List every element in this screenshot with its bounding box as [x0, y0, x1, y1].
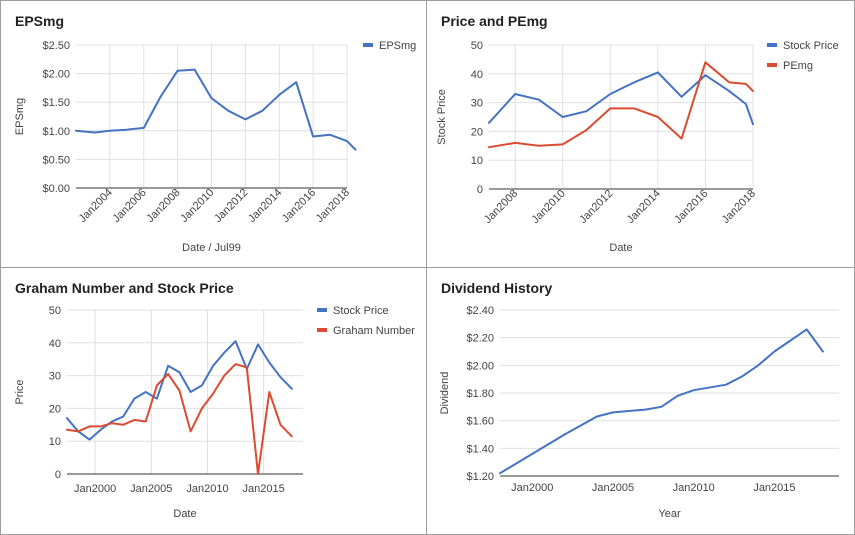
y-axis-label: Stock Price: [436, 89, 448, 145]
legend-label: EPSmg: [379, 40, 416, 52]
series-line-2: [488, 61, 754, 149]
eps-chart-panel: EPSmg $0.00 $0.50 $1.00 $1.50 $2.00 $2.50 Jan20…: [1, 1, 427, 268]
x-tick-label: Jan2018: [314, 187, 352, 225]
x-tick-label: Jan2015: [243, 483, 285, 495]
y-tick-label: $1.00: [42, 126, 70, 138]
legend-swatch: [767, 63, 777, 67]
x-tick-label: Jan2012: [212, 187, 250, 225]
y-tick-label: $2.40: [466, 305, 494, 317]
x-tick-label: Jan2015: [753, 482, 795, 494]
y-axis-label: Dividend: [439, 372, 451, 415]
x-tick-label: Jan2016: [280, 187, 318, 225]
y-tick-label: $1.40: [466, 443, 494, 455]
x-tick-label: Jan2014: [625, 188, 663, 226]
chart-title: Graham Number and Stock Price: [15, 280, 234, 296]
y-tick-label: 20: [471, 126, 483, 138]
y-tick-label: 40: [49, 338, 61, 350]
series-line-2: [66, 363, 293, 475]
series-line-1: [488, 71, 754, 126]
x-tick-label: Jan2000: [511, 482, 553, 494]
y-tick-label: $1.80: [466, 388, 494, 400]
legend-swatch: [363, 43, 373, 47]
x-tick-label: Jan2010: [673, 482, 715, 494]
x-tick-label: Jan2006: [111, 187, 149, 225]
series-line-1: [499, 328, 824, 475]
chart-title: Dividend History: [441, 280, 552, 296]
x-tick-label: Jan2012: [577, 188, 615, 226]
y-tick-label: $0.00: [42, 183, 70, 195]
y-axis-label: Price: [14, 379, 26, 404]
chart-title: EPSmg: [15, 13, 64, 29]
y-tick-label: 30: [49, 371, 61, 383]
y-tick-label: 10: [49, 436, 61, 448]
y-tick-label: $2.00: [466, 360, 494, 372]
dividend-chart-panel: Dividend History $1.20 $1.40 $1.60 $1.80 $2.0…: [427, 268, 854, 534]
y-tick-label: $2.00: [42, 69, 70, 81]
y-tick-label: $1.60: [466, 416, 494, 428]
x-tick-label: Jan2000: [74, 483, 116, 495]
y-tick-label: 20: [49, 403, 61, 415]
x-axis-label: Date / Jul99: [182, 242, 241, 254]
legend-swatch: [317, 328, 327, 332]
x-tick-label: Jan2008: [482, 188, 520, 226]
x-tick-label: Jan2005: [592, 482, 634, 494]
legend-label: Stock Price: [333, 305, 389, 317]
x-tick-label: Jan2016: [672, 188, 710, 226]
y-tick-label: 10: [471, 155, 483, 167]
legend-label: Graham Number: [333, 325, 415, 337]
y-tick-label: 0: [55, 469, 61, 481]
x-tick-label: Jan2018: [720, 188, 758, 226]
y-tick-label: 50: [49, 305, 61, 317]
x-tick-label: Jan2004: [77, 187, 115, 225]
legend-label: PEmg: [783, 60, 813, 72]
chart-title: Price and PEmg: [441, 13, 548, 29]
x-axis-label: Date: [609, 242, 632, 254]
y-tick-label: $0.50: [42, 154, 70, 166]
y-tick-label: $1.50: [42, 97, 70, 109]
y-tick-label: $1.20: [466, 471, 494, 483]
x-tick-label: Jan2005: [130, 483, 172, 495]
x-tick-label: Jan2010: [530, 188, 568, 226]
chart-svg: EPSmg $0.00 $0.50 $1.00 $1.50 $2.00 $2.50 Jan20…: [14, 13, 416, 254]
chart-svg: Dividend History $1.20 $1.40 $1.60 $1.80 $2.0…: [439, 280, 839, 520]
y-tick-label: $2.50: [42, 40, 70, 52]
chart-svg: Graham Number and Stock Price 0 10 20 30 40 50…: [14, 280, 415, 520]
x-axis-label: Year: [658, 508, 681, 520]
y-tick-label: 30: [471, 98, 483, 110]
y-tick-label: 40: [471, 69, 483, 81]
x-tick-label: Jan2010: [178, 187, 216, 225]
series-line-1: [75, 68, 357, 151]
y-tick-label: 50: [471, 40, 483, 52]
x-tick-label: Jan2010: [186, 483, 228, 495]
graham-chart-panel: Graham Number and Stock Price 0 10 20 30 40 50…: [1, 268, 427, 534]
y-tick-label: 0: [477, 184, 483, 196]
y-axis-label: EPSmg: [14, 98, 26, 135]
x-tick-label: Jan2008: [144, 187, 182, 225]
price-pe-chart-panel: Price and PEmg 0 10 20 30 40 50 Jan2008 Jan2010 J…: [427, 1, 854, 268]
legend-swatch: [317, 308, 327, 312]
series-line-1: [66, 340, 293, 441]
y-tick-label: $2.20: [466, 333, 494, 345]
x-axis-label: Date: [173, 508, 196, 520]
legend-label: Stock Price: [783, 40, 839, 52]
x-tick-label: Jan2014: [246, 187, 284, 225]
legend-swatch: [767, 43, 777, 47]
